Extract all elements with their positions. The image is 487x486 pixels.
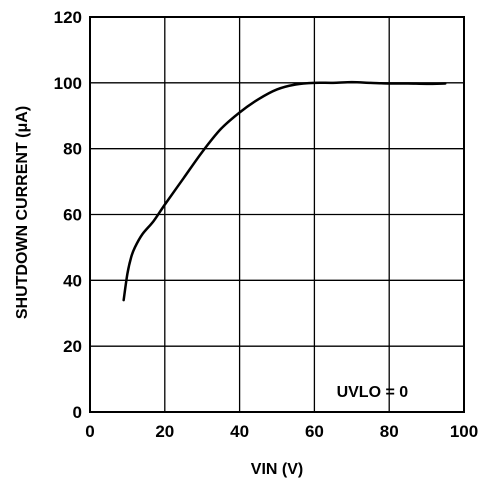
x-tick-label: 60 [305,422,324,441]
x-tick-label: 0 [85,422,94,441]
x-tick-label: 20 [155,422,174,441]
y-tick-label: 0 [73,403,82,422]
y-tick-labels: 0 20 40 60 80 100 120 [54,8,82,422]
x-tick-label: 100 [450,422,478,441]
x-tick-labels: 0 20 40 60 80 100 [85,422,478,441]
y-tick-label: 40 [63,271,82,290]
y-tick-label: 100 [54,74,82,93]
y-axis-label: SHUTDOWN CURRENT (μA) [14,106,31,319]
x-tick-label: 80 [380,422,399,441]
grid-lines [90,17,464,412]
plot-frame [89,16,465,413]
y-tick-label: 80 [63,140,82,159]
x-tick-label: 40 [230,422,249,441]
y-tick-label: 20 [63,337,82,356]
uvlo-annotation: UVLO = 0 [337,384,409,401]
y-tick-label: 60 [63,206,82,225]
y-tick-label: 120 [54,8,82,27]
x-axis-label: VIN (V) [251,461,303,478]
series-line [122,80,447,302]
